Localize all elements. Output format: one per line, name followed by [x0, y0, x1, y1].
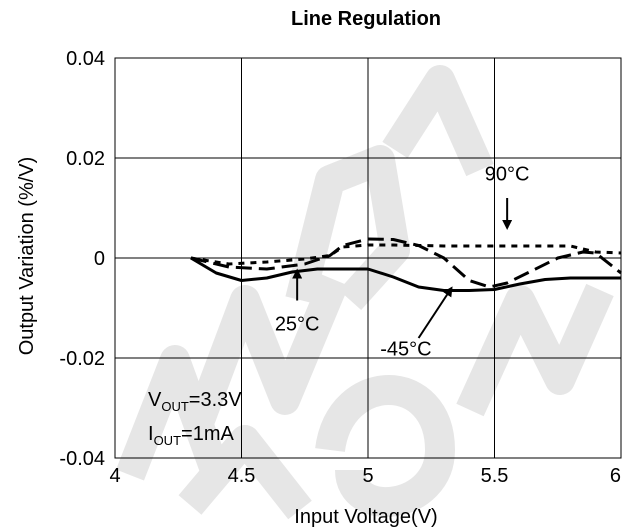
series-line-45c	[190, 256, 621, 292]
annotation-label: -45°C	[380, 339, 431, 361]
y-tick-label: -0.04	[59, 448, 105, 470]
grid	[115, 58, 621, 458]
y-axis-label: Output Variation (%/V)	[16, 157, 38, 356]
annotation-arrow	[417, 286, 453, 339]
annotation-layer: 90°C 25°C -45°C	[275, 164, 530, 361]
y-tick-labels: 0.04 0.02 0 -0.02 -0.04	[59, 48, 105, 470]
y-tick-label: 0	[94, 248, 105, 270]
annotation-label: 90°C	[485, 164, 530, 186]
y-tick-label: -0.02	[59, 348, 105, 370]
series-layer	[190, 237, 622, 292]
x-axis-label: Input Voltage(V)	[294, 506, 437, 528]
iout-condition: IOUT=1mA	[148, 423, 234, 448]
x-tick-labels: 4 4.5 5 5.5 6	[109, 465, 621, 487]
x-tick-label: 4	[109, 465, 120, 487]
vout-condition: VOUT=3.3V	[148, 389, 242, 414]
y-tick-label: 0.02	[66, 148, 105, 170]
series-line-25c	[190, 237, 622, 289]
series-line-90c	[190, 243, 622, 266]
x-tick-label: 5.5	[481, 465, 509, 487]
chart-title: Line Regulation	[291, 8, 441, 30]
x-tick-label: 6	[610, 465, 621, 487]
plot-frame	[114, 57, 622, 459]
conditions-box: VOUT=3.3V IOUT=1mA	[148, 389, 242, 448]
y-tick-label: 0.04	[66, 48, 105, 70]
x-tick-label: 4.5	[228, 465, 256, 487]
watermark	[116, 65, 614, 520]
annotation-label: 25°C	[275, 314, 320, 336]
x-tick-label: 5	[362, 465, 373, 487]
